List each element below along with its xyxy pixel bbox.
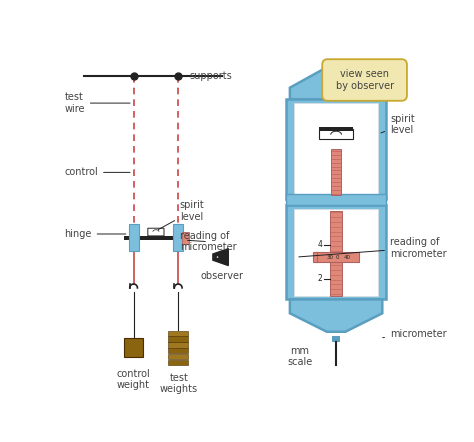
Text: 40: 40 [343, 255, 350, 259]
Text: reading of
micrometer: reading of micrometer [180, 231, 237, 252]
FancyBboxPatch shape [173, 225, 183, 251]
FancyBboxPatch shape [124, 236, 188, 240]
Text: reading of
micrometer: reading of micrometer [299, 237, 447, 259]
Text: test
weights: test weights [160, 373, 198, 394]
FancyBboxPatch shape [168, 348, 188, 353]
FancyBboxPatch shape [330, 211, 342, 296]
FancyBboxPatch shape [331, 149, 341, 195]
Polygon shape [290, 299, 383, 332]
FancyBboxPatch shape [322, 59, 407, 101]
FancyBboxPatch shape [294, 103, 378, 195]
Text: spirit
level: spirit level [158, 200, 205, 229]
Text: observer: observer [201, 271, 244, 281]
FancyBboxPatch shape [168, 354, 188, 359]
FancyBboxPatch shape [294, 209, 378, 296]
Text: 0: 0 [336, 255, 339, 259]
Text: 30: 30 [327, 255, 333, 259]
Polygon shape [290, 64, 383, 99]
FancyBboxPatch shape [168, 336, 188, 342]
Text: 4: 4 [318, 240, 322, 249]
FancyBboxPatch shape [286, 99, 386, 199]
FancyBboxPatch shape [168, 359, 188, 365]
FancyBboxPatch shape [124, 338, 143, 357]
FancyBboxPatch shape [168, 342, 188, 347]
FancyBboxPatch shape [332, 335, 340, 342]
Text: mm
scale: mm scale [287, 346, 312, 367]
Ellipse shape [217, 256, 219, 258]
Text: test
wire: test wire [64, 92, 130, 114]
FancyBboxPatch shape [168, 331, 188, 336]
FancyBboxPatch shape [319, 129, 353, 139]
FancyBboxPatch shape [286, 194, 386, 205]
Text: spirit
level: spirit level [381, 114, 415, 135]
Polygon shape [213, 248, 228, 266]
FancyBboxPatch shape [148, 228, 164, 236]
Ellipse shape [215, 255, 220, 259]
Text: control: control [64, 168, 130, 177]
Text: 2: 2 [318, 274, 322, 283]
Text: view seen
by observer: view seen by observer [336, 69, 393, 91]
FancyBboxPatch shape [128, 225, 138, 251]
FancyBboxPatch shape [313, 251, 359, 263]
Text: hinge: hinge [64, 229, 126, 239]
FancyBboxPatch shape [332, 69, 340, 75]
FancyBboxPatch shape [319, 127, 353, 131]
Text: supports: supports [182, 71, 232, 81]
Text: control
weight: control weight [117, 369, 150, 390]
FancyBboxPatch shape [182, 232, 190, 244]
FancyBboxPatch shape [286, 205, 386, 299]
Text: micrometer: micrometer [383, 329, 447, 339]
